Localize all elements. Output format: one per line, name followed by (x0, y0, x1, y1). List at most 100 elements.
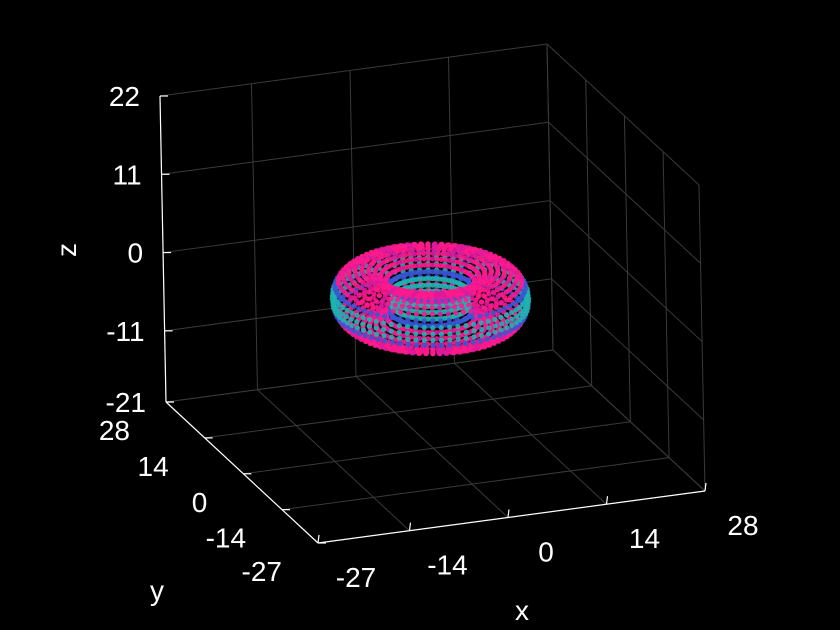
back-gridline-z (165, 349, 554, 403)
torus-point (485, 285, 491, 291)
torus-point (434, 341, 440, 347)
torus-point (502, 330, 508, 336)
torus-point (417, 329, 423, 335)
torus-point (499, 291, 506, 298)
z-tick-label: -21 (106, 387, 146, 418)
torus-point (472, 301, 478, 307)
torus-point (444, 304, 450, 311)
torus-point (470, 339, 476, 345)
torus-point (370, 303, 376, 310)
torus-point (517, 317, 523, 323)
torus-point (413, 331, 419, 337)
torus-point (450, 298, 456, 305)
torus-point (377, 341, 383, 347)
torus-point (513, 320, 519, 326)
torus-point (459, 303, 465, 309)
torus-point (389, 339, 396, 346)
torus-point (464, 247, 471, 253)
torus-point (345, 292, 351, 298)
floor-gridline-y (243, 421, 631, 475)
side-gridline-z (551, 278, 704, 421)
torus-point (371, 339, 377, 345)
torus-point (495, 294, 501, 300)
torus-point (469, 343, 475, 350)
torus-point (388, 334, 395, 340)
torus-point (371, 285, 377, 292)
torus-point (392, 302, 398, 308)
torus-point (405, 317, 411, 323)
torus-point (405, 341, 411, 348)
torus-point (398, 309, 404, 315)
torus-point (484, 336, 490, 342)
torus-point (380, 289, 386, 295)
torus-point (417, 256, 423, 262)
torus-point (354, 325, 361, 331)
torus-point (504, 325, 510, 331)
torus-point (471, 328, 477, 334)
torus-point (488, 303, 494, 309)
torus-point (340, 317, 346, 323)
torus-point (388, 296, 394, 302)
torus-point (394, 297, 401, 303)
torus-point (422, 295, 428, 301)
x-tick-label: 28 (727, 510, 758, 541)
torus-point (508, 294, 514, 301)
side-gridline-y (698, 184, 706, 492)
torus-point (481, 287, 487, 293)
torus-point (430, 325, 436, 331)
torus-point (486, 291, 492, 297)
torus-point (421, 250, 427, 256)
torus-point (371, 291, 377, 297)
torus-point (461, 250, 467, 256)
torus-point (466, 302, 472, 308)
torus-point (336, 302, 343, 308)
torus-point (436, 246, 442, 252)
torus-point (376, 305, 383, 311)
x-tick-mark (507, 509, 510, 518)
torus-point (508, 309, 515, 316)
torus-point (479, 326, 485, 333)
torus-point (386, 247, 393, 253)
torus-point (381, 320, 387, 326)
torus-point (367, 329, 373, 335)
torus-point (444, 251, 451, 258)
torus-point (366, 289, 372, 295)
torus-point (409, 247, 416, 253)
torus-point (462, 288, 468, 295)
torus-point (360, 314, 366, 321)
torus-point (415, 246, 421, 252)
torus-point (421, 318, 427, 324)
torus-point (413, 342, 420, 348)
torus-point (413, 337, 419, 343)
torus-point (382, 248, 388, 255)
torus-point (425, 250, 432, 256)
torus-point (446, 342, 453, 348)
torus-point (486, 325, 492, 331)
torus-point (514, 298, 521, 304)
torus-point (440, 251, 446, 257)
torus-point (356, 330, 362, 337)
torus-point (339, 311, 346, 317)
torus-point (481, 292, 487, 299)
torus-point (426, 262, 432, 268)
torus-point (398, 253, 404, 259)
side-gridline-z (549, 200, 703, 342)
torus-point (438, 324, 444, 331)
torus-point (478, 320, 484, 326)
torus-point (480, 283, 486, 289)
torus-point (384, 342, 390, 348)
torus-point (472, 286, 478, 292)
torus-point (404, 330, 410, 336)
torus-point (491, 334, 497, 341)
torus-point (421, 325, 427, 331)
torus-point (394, 254, 400, 260)
x-axis-line (317, 490, 706, 544)
torus-point (421, 337, 428, 343)
torus-point (361, 308, 368, 314)
torus-point (465, 251, 471, 257)
torus-point (430, 337, 436, 343)
torus-point (373, 298, 379, 304)
floor-gridline-y (282, 457, 670, 511)
torus-point (430, 262, 436, 268)
